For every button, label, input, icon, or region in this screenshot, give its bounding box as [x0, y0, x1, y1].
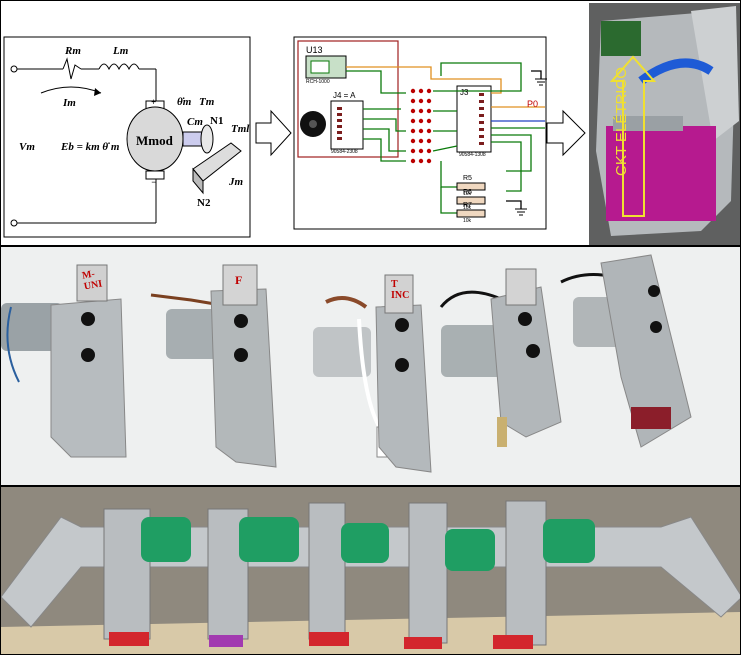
- label-theta: θ̇m: [177, 96, 192, 108]
- label-n2: N2: [197, 197, 211, 209]
- label-u13-part: RCH-1000: [306, 79, 330, 85]
- arrow-right-icon: [255, 109, 292, 157]
- label-cm: Cm: [187, 116, 203, 128]
- middle-panel: M- UNI F T INC: [0, 246, 741, 486]
- label-minus: −: [151, 177, 157, 187]
- label-vm: Vm: [19, 141, 35, 153]
- label-rm: Rm: [65, 45, 81, 57]
- motor-module-4: [439, 268, 562, 447]
- gear-n1-icon: [200, 124, 214, 154]
- label-p0: P0: [527, 99, 539, 109]
- mounted-module-5: [493, 500, 595, 649]
- label-r7: R7: [463, 202, 472, 209]
- label-mmod: Mmod: [136, 133, 173, 148]
- label-j3-part: 90584-1308: [459, 152, 486, 158]
- hand-label-1: M- UNI: [81, 268, 104, 293]
- hand-label-2: F: [235, 273, 243, 287]
- label-r5-val: 10k: [463, 191, 472, 197]
- mounted-modules-photo: [1, 487, 740, 654]
- label-tml: Tml: [231, 123, 250, 135]
- hand-label-3: T INC: [391, 279, 410, 301]
- motor-modules-photo: [1, 247, 740, 485]
- label-lm: Lm: [113, 45, 129, 57]
- label-u13: U13: [306, 45, 323, 55]
- bottom-panel: [0, 486, 741, 655]
- motor-module-2: [150, 264, 277, 468]
- photo-label: CKT ELÉTRICO: [612, 67, 630, 176]
- label-im: Im: [63, 97, 76, 109]
- label-jm: Jm: [229, 176, 244, 188]
- label-j3: J3: [460, 88, 469, 97]
- label-j4: J4 = A: [333, 91, 356, 100]
- label-r6-val: 10k: [463, 205, 472, 211]
- label-j4-part: 90584-2308: [331, 149, 358, 155]
- arrow-right-icon-2: [546, 109, 586, 157]
- label-tm: Tm: [199, 96, 215, 108]
- label-plus: +: [151, 97, 157, 107]
- label-eb: Eb = km θ̇ m: [61, 141, 120, 153]
- mounted-module-2: [207, 508, 299, 647]
- label-r5: R5: [463, 175, 472, 182]
- top-graphics: [3, 3, 740, 245]
- label-n1: N1: [210, 115, 224, 127]
- mounted-module-3: [308, 502, 389, 646]
- mounted-module-1: [103, 508, 191, 646]
- mounted-module-4: [404, 502, 495, 649]
- motor-module-5: [560, 254, 692, 448]
- motor-module-3: [313, 274, 432, 473]
- label-r7-val: 10k: [463, 218, 472, 224]
- up-arrow-icon: [609, 55, 657, 217]
- motor-module-1: [1, 264, 127, 458]
- label-r6: R6: [463, 189, 472, 196]
- top-panel: Rm Lm Im Vm Eb = km θ̇ m θ̇m Tm Mmod Cm …: [0, 0, 741, 246]
